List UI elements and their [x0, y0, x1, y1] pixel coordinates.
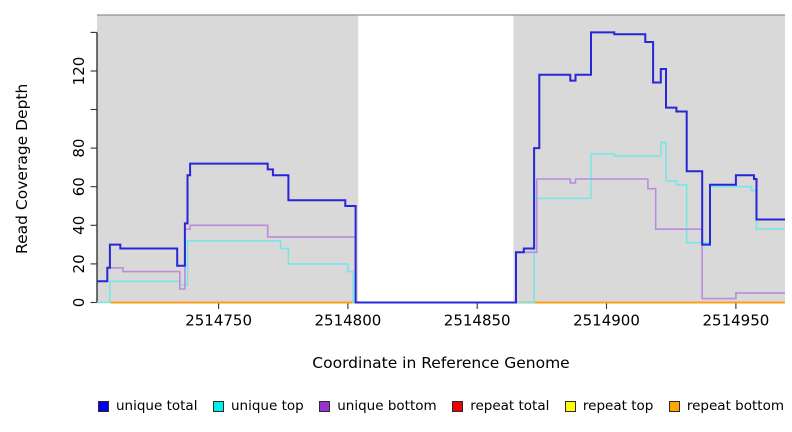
y-tick-marks: [90, 31, 97, 304]
x-tick-labels: 2514750 2514800 2514850 2514900 2514950: [185, 312, 769, 330]
legend-label-repeat-bottom: repeat bottom: [686, 398, 784, 414]
y-tick-label: 20: [70, 254, 88, 273]
y-tick-label: 40: [70, 216, 88, 235]
y-tick-labels: 0 20 40 60 80 120: [70, 57, 88, 308]
x-tick-label: 2514950: [702, 312, 769, 330]
y-tick-label: 60: [70, 177, 88, 196]
legend-item-unique-top: unique top: [213, 398, 304, 414]
y-tick-label: 80: [70, 139, 88, 158]
masked-region: [358, 15, 514, 303]
legend-label-unique-bottom: unique bottom: [337, 398, 437, 414]
x-tick-label: 2514900: [573, 312, 640, 330]
legend-swatch-unique-bottom: [319, 400, 331, 412]
legend-item-repeat-top: repeat top: [564, 398, 654, 414]
legend-label-unique-top: unique top: [231, 398, 304, 414]
x-tick-label: 2514800: [314, 312, 381, 330]
series-unique-total: [97, 31, 785, 304]
legend-swatch-repeat-top: [564, 400, 576, 412]
legend-swatch-unique-top: [213, 400, 224, 412]
legend-swatch-repeat-bottom: [668, 400, 680, 412]
y-tick-label: 0: [70, 298, 88, 308]
legend: unique total unique top unique bottom re…: [98, 398, 784, 414]
legend-swatch-repeat-total: [452, 400, 464, 412]
legend-item-unique-bottom: unique bottom: [319, 398, 437, 414]
legend-label-repeat-total: repeat total: [470, 398, 550, 414]
legend-item-repeat-total: repeat total: [452, 398, 549, 414]
y-axis-title: Read Coverage Depth: [13, 84, 31, 254]
legend-label-repeat-top: repeat top: [582, 398, 654, 414]
x-axis-title: Coordinate in Reference Genome: [312, 354, 569, 372]
legend-item-repeat-bottom: repeat bottom: [668, 398, 784, 414]
y-tick-label: 120: [70, 57, 88, 86]
x-tick-marks: [218, 302, 737, 309]
legend-item-unique-total: unique total: [98, 398, 197, 414]
coverage-chart: 2514750 2514800 2514850 2514900 2514950 0 20 40…: [13, 14, 785, 372]
x-tick-label: 2514750: [185, 312, 252, 330]
x-tick-label: 2514850: [444, 312, 511, 330]
legend-swatch-unique-total: [98, 400, 109, 412]
legend-label-unique-total: unique total: [116, 398, 198, 414]
